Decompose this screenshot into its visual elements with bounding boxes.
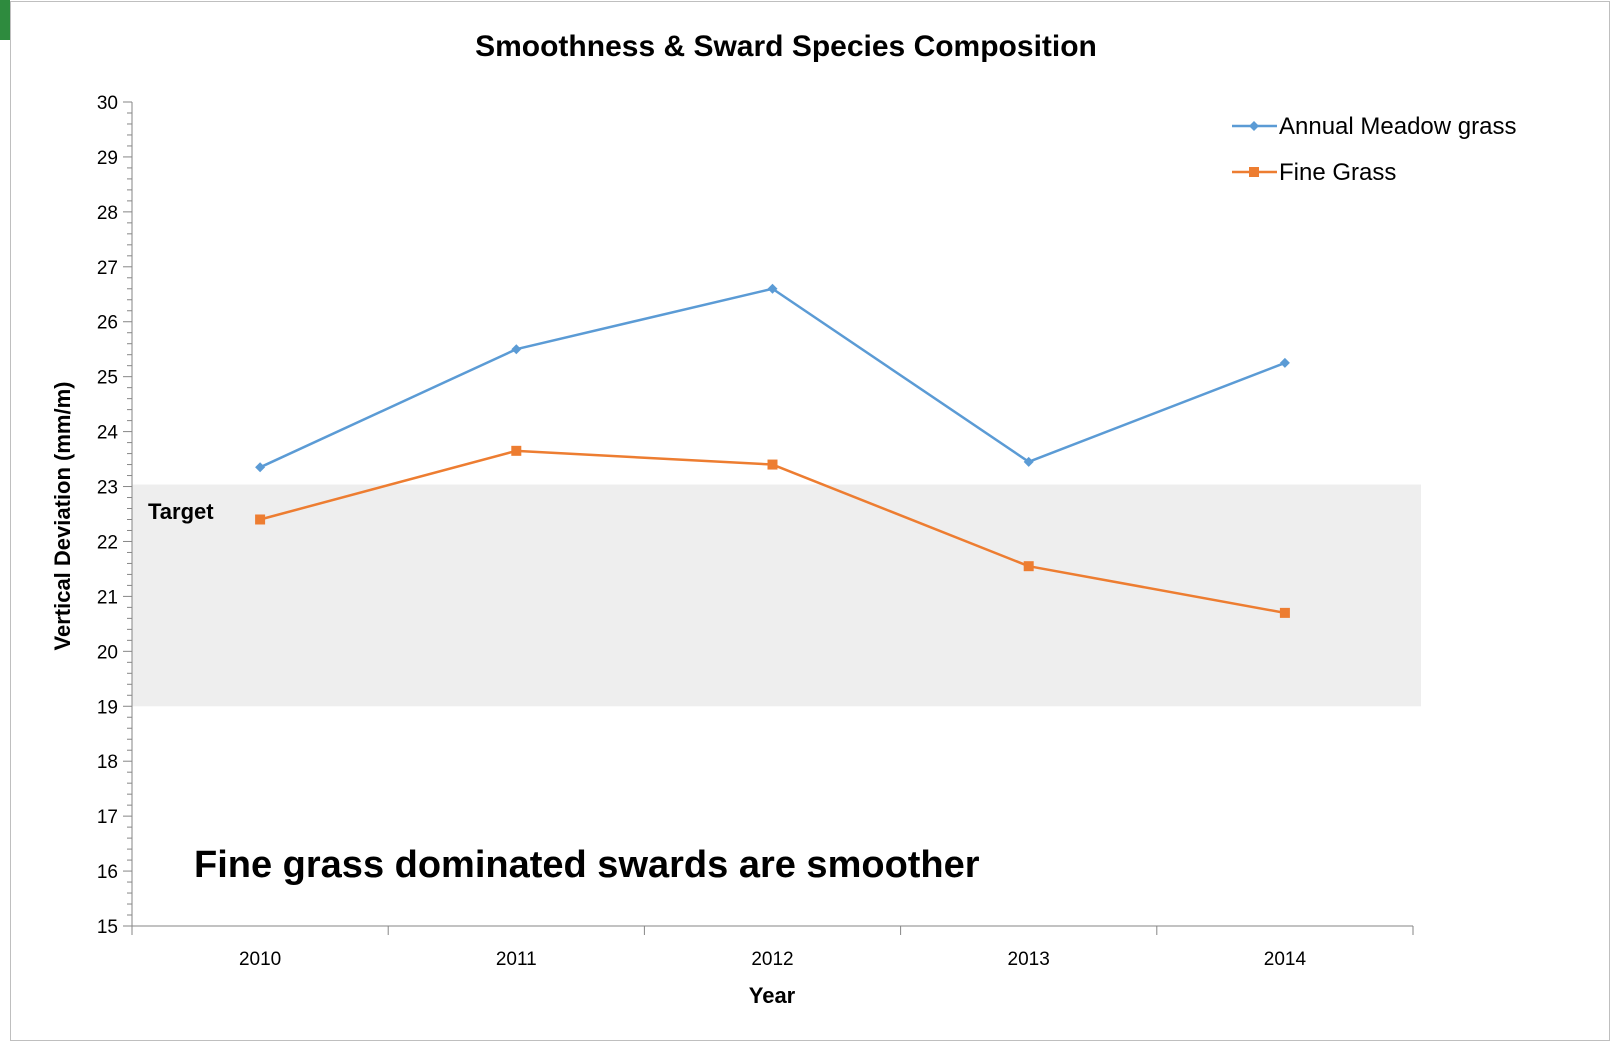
data-point-fine-grass — [1279, 607, 1290, 618]
y-tick-label: 24 — [97, 423, 119, 444]
corner-accent — [0, 0, 10, 40]
legend-marker-fine-grass — [1249, 167, 1259, 177]
chart-annotation: Fine grass dominated swards are smoother — [194, 844, 980, 886]
y-tick-label: 23 — [97, 478, 118, 499]
x-tick-label: 2014 — [1264, 949, 1307, 970]
data-point-annual-meadow-grass — [767, 283, 778, 294]
y-tick-label: 19 — [97, 697, 118, 718]
y-tick-label: 16 — [97, 862, 118, 883]
y-tick-label: 18 — [97, 752, 118, 773]
x-tick-label: 2013 — [1008, 949, 1050, 970]
x-tick-label: 2012 — [751, 949, 793, 970]
y-tick-label: 22 — [97, 532, 118, 553]
y-tick-label: 25 — [97, 368, 118, 389]
y-tick-label: 30 — [97, 93, 118, 114]
x-tick-label: 2011 — [496, 949, 537, 970]
x-axis-title: Year — [749, 983, 796, 1008]
data-point-fine-grass — [767, 459, 778, 470]
legend-label-fine-grass: Fine Grass — [1279, 159, 1396, 186]
data-point-annual-meadow-grass — [1279, 357, 1290, 368]
y-tick-label: 28 — [97, 203, 118, 224]
target-band-label: Target — [148, 499, 214, 524]
data-point-fine-grass — [255, 514, 266, 525]
y-axis-title: Vertical Deviation (mm/m) — [50, 382, 75, 651]
data-point-annual-meadow-grass — [255, 462, 266, 473]
data-point-annual-meadow-grass — [1023, 456, 1034, 467]
target-band — [132, 484, 1421, 707]
y-tick-label: 15 — [97, 917, 118, 938]
y-tick-label: 17 — [97, 807, 118, 828]
legend-label-annual-meadow-grass: Annual Meadow grass — [1279, 113, 1516, 140]
y-tick-label: 27 — [97, 258, 118, 279]
data-point-annual-meadow-grass — [511, 344, 522, 355]
legend-marker-annual-meadow-grass — [1249, 121, 1259, 131]
data-point-fine-grass — [1023, 561, 1034, 572]
y-tick-label: 26 — [97, 313, 118, 334]
data-point-fine-grass — [511, 445, 522, 456]
y-tick-label: 21 — [97, 587, 118, 608]
chart-title: Smoothness & Sward Species Composition — [475, 30, 1097, 63]
x-tick-label: 2010 — [239, 949, 281, 970]
series-line-annual-meadow-grass — [259, 287, 1286, 469]
y-tick-label: 20 — [97, 642, 118, 663]
y-tick-label: 29 — [97, 148, 118, 169]
